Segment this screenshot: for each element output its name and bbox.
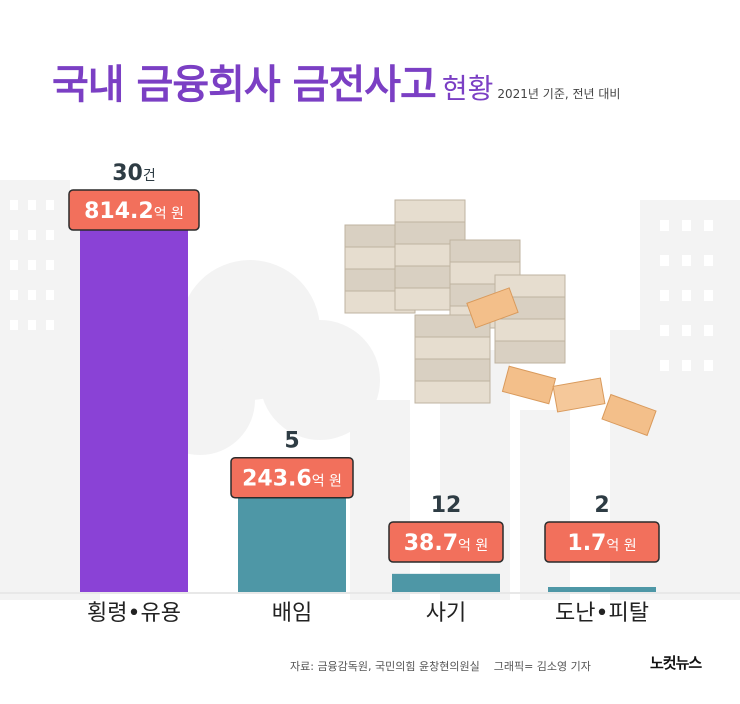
value-unit-2: 억 원 [458,538,488,554]
category-label-1: 배임 [272,601,312,626]
count-label-2: 12 [431,493,462,518]
count-label-1: 5 [284,429,299,454]
value-label-2: 38.7억 원 [404,531,489,556]
value-label-1: 243.6억 원 [242,467,342,492]
source-credit: 자료: 금융감독원, 국민의힘 윤창현의원실 그래픽= 김소영 기자 [290,658,605,674]
value-label-box-1 [230,456,354,499]
source-text: 자료: 금융감독원, 국민의힘 윤창현의원실 [290,660,480,673]
count-label-3: 2 [594,493,609,518]
graphic-credit: 그래픽= 김소영 기자 [493,660,591,673]
value-label-box-3 [544,521,660,563]
money-stack-illustration [344,199,657,437]
value-number-2: 38.7 [404,531,458,556]
value-label-0: 814.2억 원 [84,199,184,224]
value-number-1: 243.6 [242,467,312,492]
count-number-3: 2 [594,493,609,518]
publisher-logo: 노컷뉴스 [650,654,702,672]
baseline [0,592,740,594]
category-label-0: 횡령•유용 [87,601,181,626]
chart-title: 국내 금융회사 금전사고 현황 2021년 기준, 전년 대비 [52,52,620,110]
count-number-1: 5 [284,429,299,454]
value-label-box-0 [68,189,200,231]
value-label-3: 1.7억 원 [567,531,636,556]
value-unit-3: 억 원 [606,538,636,554]
bar-2 [392,573,500,592]
title-sub: 현황 [441,72,494,105]
value-number-3: 1.7 [567,531,606,556]
count-number-0: 30 [112,161,143,186]
value-number-0: 814.2 [84,199,154,224]
bar-3 [548,587,656,592]
title-note: 2021년 기준, 전년 대비 [497,87,621,101]
value-unit-1: 억 원 [312,474,342,490]
category-label-3: 도난•피탈 [555,601,649,626]
value-unit-0: 억 원 [154,206,184,222]
bar-0 [80,210,188,592]
count-label-0: 30건 [112,161,156,186]
count-unit: 건 [143,168,156,184]
value-label-box-2 [388,521,504,563]
count-number-2: 12 [431,493,462,518]
category-label-2: 사기 [426,601,466,626]
title-main: 국내 금융회사 금전사고 [52,62,437,108]
